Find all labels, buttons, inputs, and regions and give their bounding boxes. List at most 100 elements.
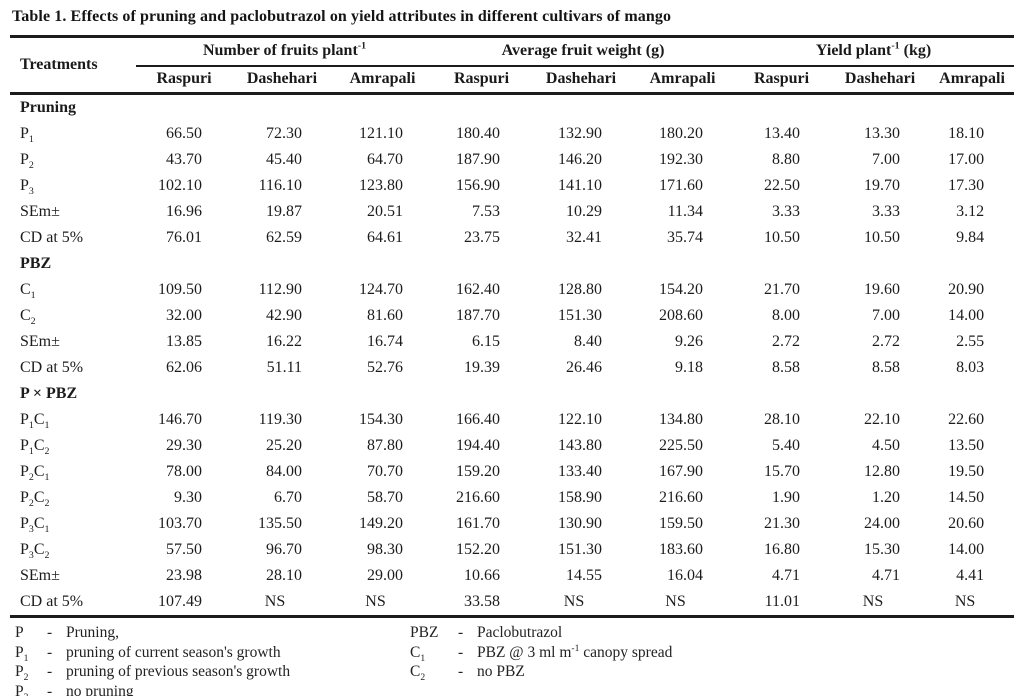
column-group-header: Number of fruits plant-1 <box>136 36 434 67</box>
value-cell: 19.70 <box>864 177 901 194</box>
table-row: P3C1 103.70 135.50 149.20 161.70 130.90 159.50… <box>10 511 1014 537</box>
value-cell: 64.70 <box>367 151 404 168</box>
value-cell: 13.30 <box>864 125 901 142</box>
treatment-label: CD at 5% <box>20 359 84 376</box>
table-row: CD at 5% 62.06 51.11 52.76 19.39 26.46 9.18 8.5… <box>10 355 1014 381</box>
value-cell: 124.70 <box>359 281 404 298</box>
treatment-label: P2C1 <box>20 463 50 484</box>
value-cell: 107.49 <box>158 593 202 610</box>
value-cell: 20.90 <box>948 281 985 298</box>
table-row: SEm± 16.96 19.87 20.51 7.53 10.29 11.34 3.33 3.3… <box>10 199 1014 225</box>
footnote-dash: - <box>458 643 464 661</box>
value-cell: 116.10 <box>258 177 302 194</box>
table-title: Table 1. Effects of pruning and paclobut… <box>12 8 672 25</box>
treatment-label: P1C1 <box>20 411 50 432</box>
value-cell: 21.70 <box>764 281 801 298</box>
value-cell: 17.00 <box>948 151 985 168</box>
footnote-item: P - Pruning, <box>15 623 410 643</box>
value-cell: 152.20 <box>456 541 501 558</box>
value-cell: 62.59 <box>266 229 302 246</box>
footnotes-right-column: PBZ - Paclobutrazol C1- PBZ @ 3 ml m-1 canop… <box>410 623 1016 696</box>
footnote-text: PBZ @ 3 ml m-1 canopy spread <box>477 642 673 661</box>
value-cell: NS <box>954 593 976 610</box>
treatment-label: SEm± <box>20 567 60 584</box>
treatment-label: SEm± <box>20 203 60 220</box>
value-cell: 13.85 <box>166 333 202 350</box>
cultivar-column-header: Dashehari <box>530 66 633 95</box>
value-cell: 10.50 <box>764 229 801 246</box>
treatment-label: P3C2 <box>20 541 50 562</box>
value-cell: 112.90 <box>258 281 302 298</box>
value-cell: 78.00 <box>166 463 202 480</box>
section-header: Pruning <box>20 99 77 116</box>
value-cell: 22.50 <box>764 177 801 194</box>
value-cell: 102.10 <box>158 177 202 194</box>
footnote-dash: - <box>47 663 53 681</box>
value-cell: 162.40 <box>456 281 501 298</box>
value-cell: 10.66 <box>464 567 501 584</box>
cultivar-column-header: Raspuri <box>136 66 232 95</box>
value-cell: 15.30 <box>864 541 901 558</box>
value-cell: 123.80 <box>359 177 404 194</box>
cultivar-column-header: Dashehari <box>830 66 931 95</box>
value-cell: 17.30 <box>948 177 985 194</box>
treatment-label: CD at 5% <box>20 593 84 610</box>
treatment-label: P1 <box>20 125 34 146</box>
treatment-label: C1 <box>20 281 36 302</box>
table-row: P2C2 9.30 6.70 58.70 216.60 158.90 216.60 1.90 1… <box>10 485 1014 511</box>
value-cell: 8.58 <box>872 359 901 376</box>
value-cell: 4.71 <box>872 567 901 584</box>
footnote-item: P2- pruning of previous season's growth <box>15 662 410 682</box>
value-cell: 2.55 <box>956 333 985 350</box>
footnote-item: C2 - no PBZ <box>410 662 1016 682</box>
value-cell: 208.60 <box>659 307 704 324</box>
value-cell: 81.60 <box>367 307 404 324</box>
value-cell: 122.10 <box>558 411 603 428</box>
treatment-label: SEm± <box>20 333 60 350</box>
treatment-label: CD at 5% <box>20 229 84 246</box>
footnote-label: C2 <box>410 663 426 684</box>
value-cell: 156.90 <box>456 177 501 194</box>
value-cell: 8.80 <box>772 151 801 168</box>
value-cell: 187.70 <box>456 307 501 324</box>
value-cell: 146.70 <box>158 411 202 428</box>
footnote-item: C1 - PBZ @ 3 ml m-1 canopy spread <box>410 643 1016 663</box>
value-cell: 51.11 <box>266 359 302 376</box>
value-cell: 13.50 <box>948 437 985 454</box>
value-cell: 9.84 <box>956 229 985 246</box>
value-cell: 8.58 <box>772 359 801 376</box>
value-cell: 121.10 <box>359 125 404 142</box>
value-cell: 187.90 <box>456 151 501 168</box>
yield-table: Treatments Number of fruits plant-1 Avera… <box>10 35 1015 618</box>
value-cell: 64.61 <box>367 229 404 246</box>
value-cell: 72.30 <box>266 125 302 142</box>
value-cell: 19.39 <box>464 359 501 376</box>
value-cell: 141.10 <box>558 177 603 194</box>
value-cell: 133.40 <box>558 463 603 480</box>
value-cell: 10.50 <box>864 229 901 246</box>
value-cell: 128.80 <box>558 281 603 298</box>
value-cell: 28.10 <box>266 567 302 584</box>
value-cell: 26.46 <box>566 359 603 376</box>
value-cell: 134.80 <box>659 411 704 428</box>
value-cell: 1.20 <box>872 489 901 506</box>
cultivar-column-header: Dashehari <box>232 66 332 95</box>
value-cell: 84.00 <box>266 463 302 480</box>
value-cell: 11.01 <box>764 593 801 610</box>
treatment-label: C2 <box>20 307 36 328</box>
value-cell: 14.55 <box>566 567 603 584</box>
value-cell: 14.00 <box>948 541 985 558</box>
value-cell: 183.60 <box>659 541 704 558</box>
value-cell: 171.60 <box>659 177 704 194</box>
value-cell: 28.10 <box>764 411 801 428</box>
footnote-dash: - <box>47 643 53 661</box>
value-cell: 10.29 <box>566 203 603 220</box>
value-cell: 22.60 <box>948 411 985 428</box>
value-cell: 22.10 <box>864 411 901 428</box>
value-cell: 167.90 <box>659 463 704 480</box>
value-cell: 151.30 <box>558 541 603 558</box>
value-cell: 109.50 <box>158 281 202 298</box>
table-row: P1C1 146.70 119.30 154.30 166.40 122.10 134.80… <box>10 407 1014 433</box>
value-cell: 8.00 <box>772 307 801 324</box>
value-cell: 7.00 <box>872 307 901 324</box>
